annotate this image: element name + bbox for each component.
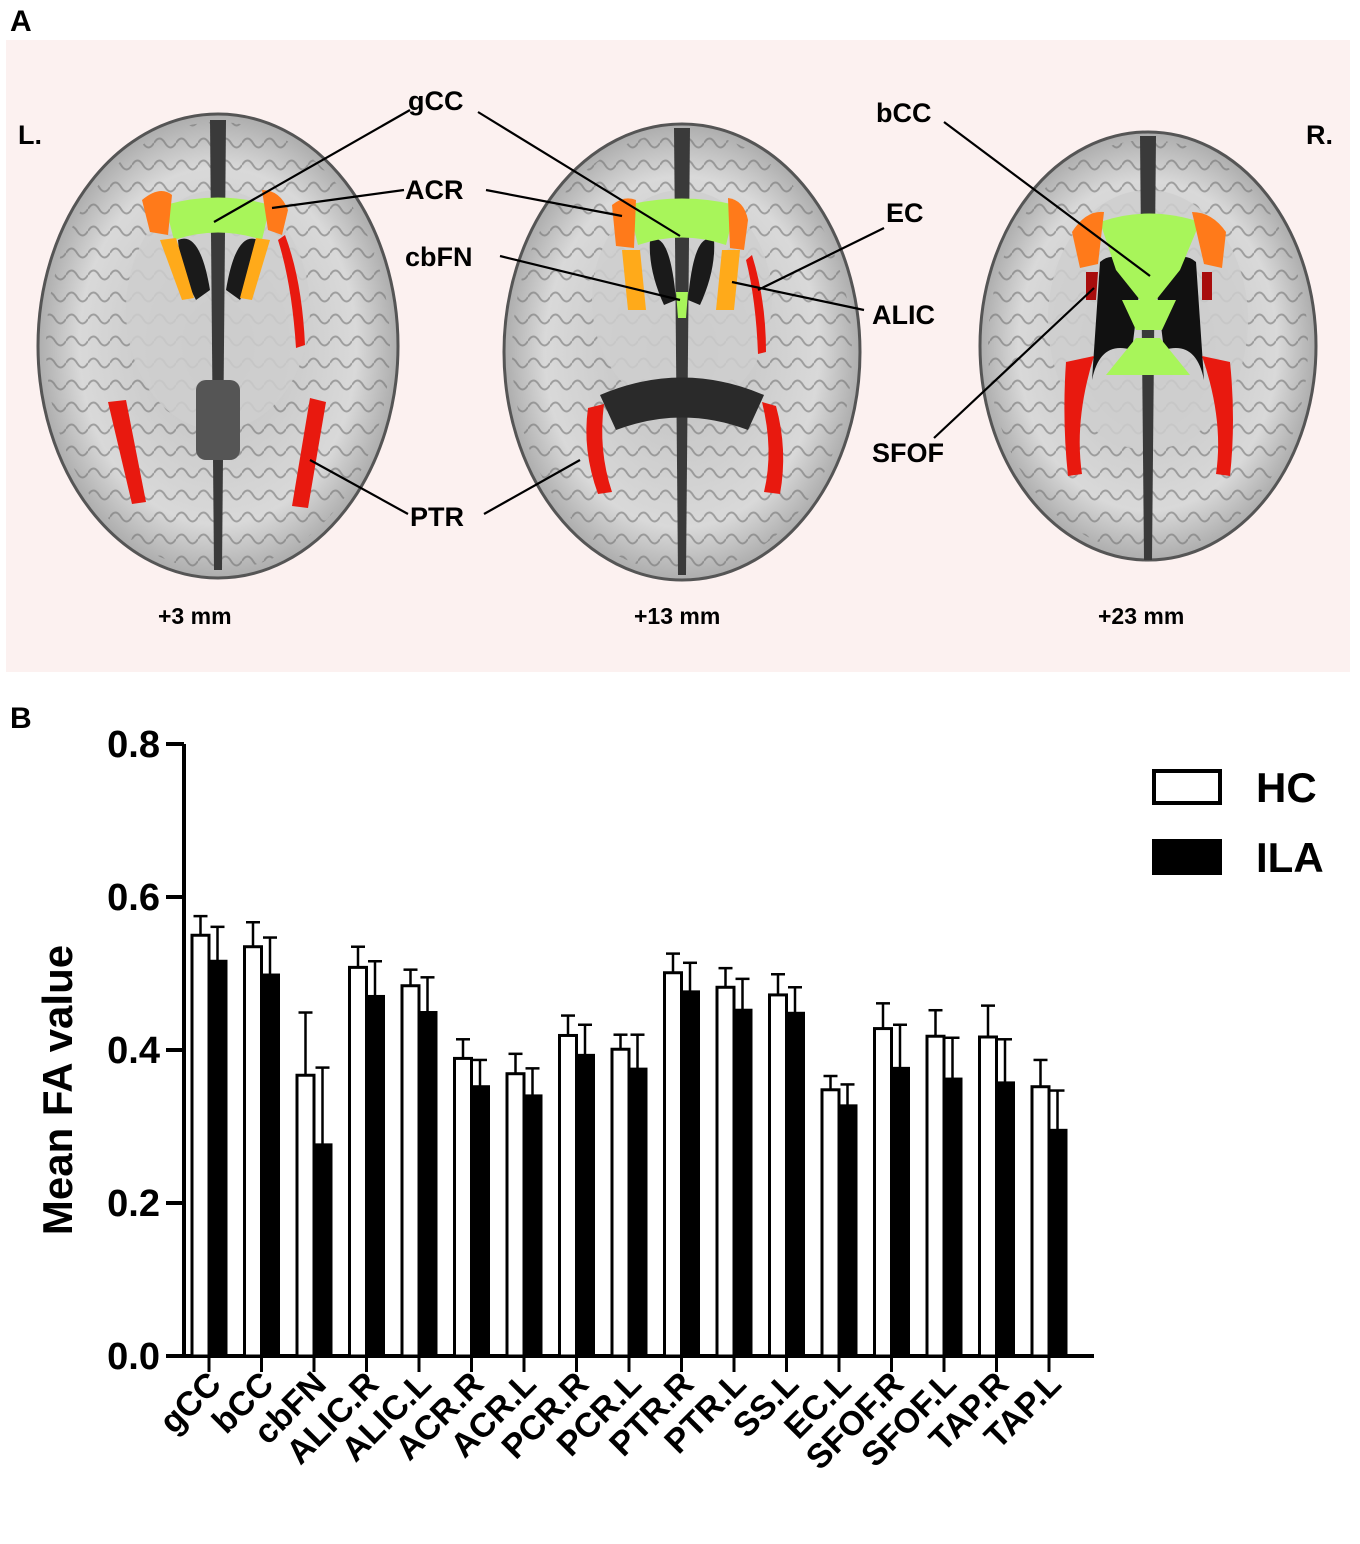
legend-label-ila: ILA — [1256, 834, 1324, 881]
brain-slice-3 — [978, 130, 1318, 562]
brain-slice-1 — [36, 112, 400, 580]
bar-ila — [1047, 1128, 1068, 1358]
side-right-label: R. — [1306, 120, 1333, 150]
label-EC: EC — [886, 198, 924, 228]
bar-ila — [627, 1067, 648, 1358]
bar-ila — [995, 1081, 1015, 1358]
bar-hc — [348, 965, 368, 1358]
bar-ila — [837, 1104, 858, 1358]
label-bCC: bCC — [876, 98, 932, 128]
bar-hc — [768, 993, 788, 1358]
bar-ila — [785, 1011, 805, 1358]
bar-ila — [942, 1077, 963, 1358]
y-tick-label: 0.6 — [107, 877, 160, 919]
bar-ila — [312, 1143, 333, 1358]
panel-a-letter: A — [10, 5, 32, 38]
bar-hc — [873, 1027, 893, 1358]
label-cbFN: cbFN — [405, 242, 473, 272]
bar-hc — [400, 984, 421, 1358]
y-tick-label: 0.8 — [107, 724, 160, 766]
panel-b-letter: B — [10, 702, 32, 735]
y-tick-label: 0.0 — [107, 1336, 160, 1378]
label-SFOF: SFOF — [872, 438, 944, 468]
bar-ila — [260, 973, 280, 1358]
bar-ila — [732, 1008, 753, 1358]
bar-hc — [715, 985, 736, 1358]
bar-hc — [663, 971, 683, 1358]
brain-slice-2 — [502, 122, 862, 582]
bar-ila — [680, 990, 700, 1358]
slice-label-2: +13 mm — [634, 603, 720, 629]
bar-hc — [190, 933, 211, 1358]
panel-a-annotations — [213, 109, 1151, 515]
bar-hc — [453, 1056, 473, 1358]
y-tick-label: 0.2 — [107, 1183, 160, 1225]
bar-hc — [558, 1033, 578, 1358]
bar-ila — [417, 1011, 438, 1358]
legend-swatch-ila — [1152, 839, 1222, 875]
bar-hc — [925, 1034, 946, 1358]
bar-ila — [365, 994, 385, 1358]
slice-label-3: +23 mm — [1098, 603, 1184, 629]
bar-ila — [207, 959, 228, 1358]
bar-hc — [505, 1072, 526, 1358]
bar-hc — [610, 1047, 631, 1358]
bar-hc — [820, 1088, 841, 1358]
label-ALIC: ALIC — [872, 300, 935, 330]
bar-ila — [522, 1094, 543, 1358]
bar-hc — [295, 1073, 316, 1358]
bar-ila — [890, 1066, 910, 1358]
bar-hc — [1030, 1085, 1051, 1358]
label-PTR: PTR — [410, 502, 464, 532]
y-tick-label: 0.4 — [107, 1030, 160, 1072]
legend: HC ILA — [1152, 764, 1324, 881]
bar-hc — [243, 945, 263, 1358]
bar-ila — [470, 1085, 490, 1358]
label-ACR: ACR — [405, 175, 464, 205]
label-gCC: gCC — [408, 86, 464, 116]
bar-hc — [978, 1035, 998, 1358]
slice-label-1: +3 mm — [158, 603, 232, 629]
bar-ila — [575, 1053, 595, 1358]
legend-label-hc: HC — [1256, 764, 1317, 811]
side-left-label: L. — [18, 120, 42, 150]
y-axis-title: Mean FA value — [34, 945, 81, 1235]
legend-swatch-hc — [1152, 769, 1222, 805]
